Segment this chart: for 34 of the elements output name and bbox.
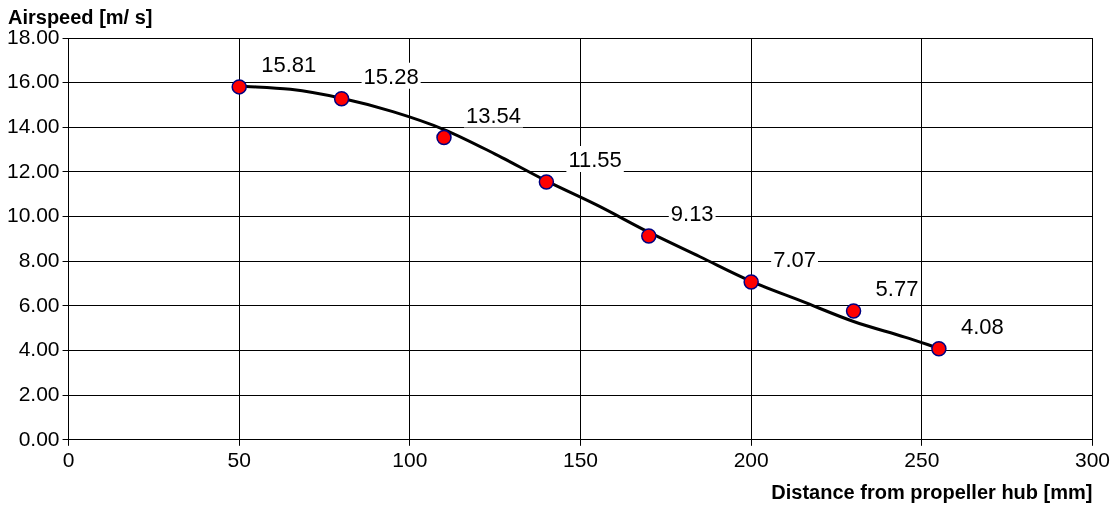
- x-tick-label: 200: [733, 448, 769, 472]
- x-tick-label: 100: [392, 448, 428, 472]
- point: [641, 228, 657, 244]
- y-tick-label: 2.00: [18, 381, 60, 405]
- y-tick-label: 0.00: [18, 426, 60, 450]
- data-label: 9.13: [670, 201, 714, 227]
- x-tick-label: 150: [562, 448, 599, 472]
- x-tick-label: 50: [227, 448, 251, 472]
- point: [333, 90, 350, 107]
- point: [931, 340, 947, 357]
- x-tick-label: 0: [62, 448, 75, 472]
- x-tick-label: 250: [904, 448, 940, 472]
- y-tick-label: 8.00: [18, 248, 60, 272]
- point: [743, 274, 759, 290]
- y-tick-label: 12.00: [6, 158, 60, 182]
- y-tick-label: 14.00: [6, 114, 60, 138]
- data-label: 11.55: [568, 147, 622, 173]
- x-axis-title: Distance from propeller hub [mm]: [771, 480, 1093, 503]
- data-label: 15.28: [363, 63, 419, 89]
- y-axis-title: Airspeed [m/ s]: [8, 5, 153, 28]
- y-tick-label: 16.00: [6, 69, 60, 93]
- point: [845, 303, 862, 319]
- point: [538, 174, 555, 190]
- point: [231, 79, 247, 95]
- x-tick-label: 300: [1074, 448, 1110, 472]
- y-tick-label: 4.00: [18, 337, 60, 361]
- y-tick-label: 10.00: [6, 203, 60, 227]
- data-label: 5.77: [875, 276, 919, 302]
- point: [436, 129, 452, 146]
- data-label: 15.81: [261, 51, 317, 77]
- data-label: 7.07: [773, 247, 816, 273]
- data-label: 4.08: [960, 313, 1004, 339]
- y-tick-label: 6.00: [18, 292, 60, 316]
- data-label: 13.54: [465, 102, 522, 128]
